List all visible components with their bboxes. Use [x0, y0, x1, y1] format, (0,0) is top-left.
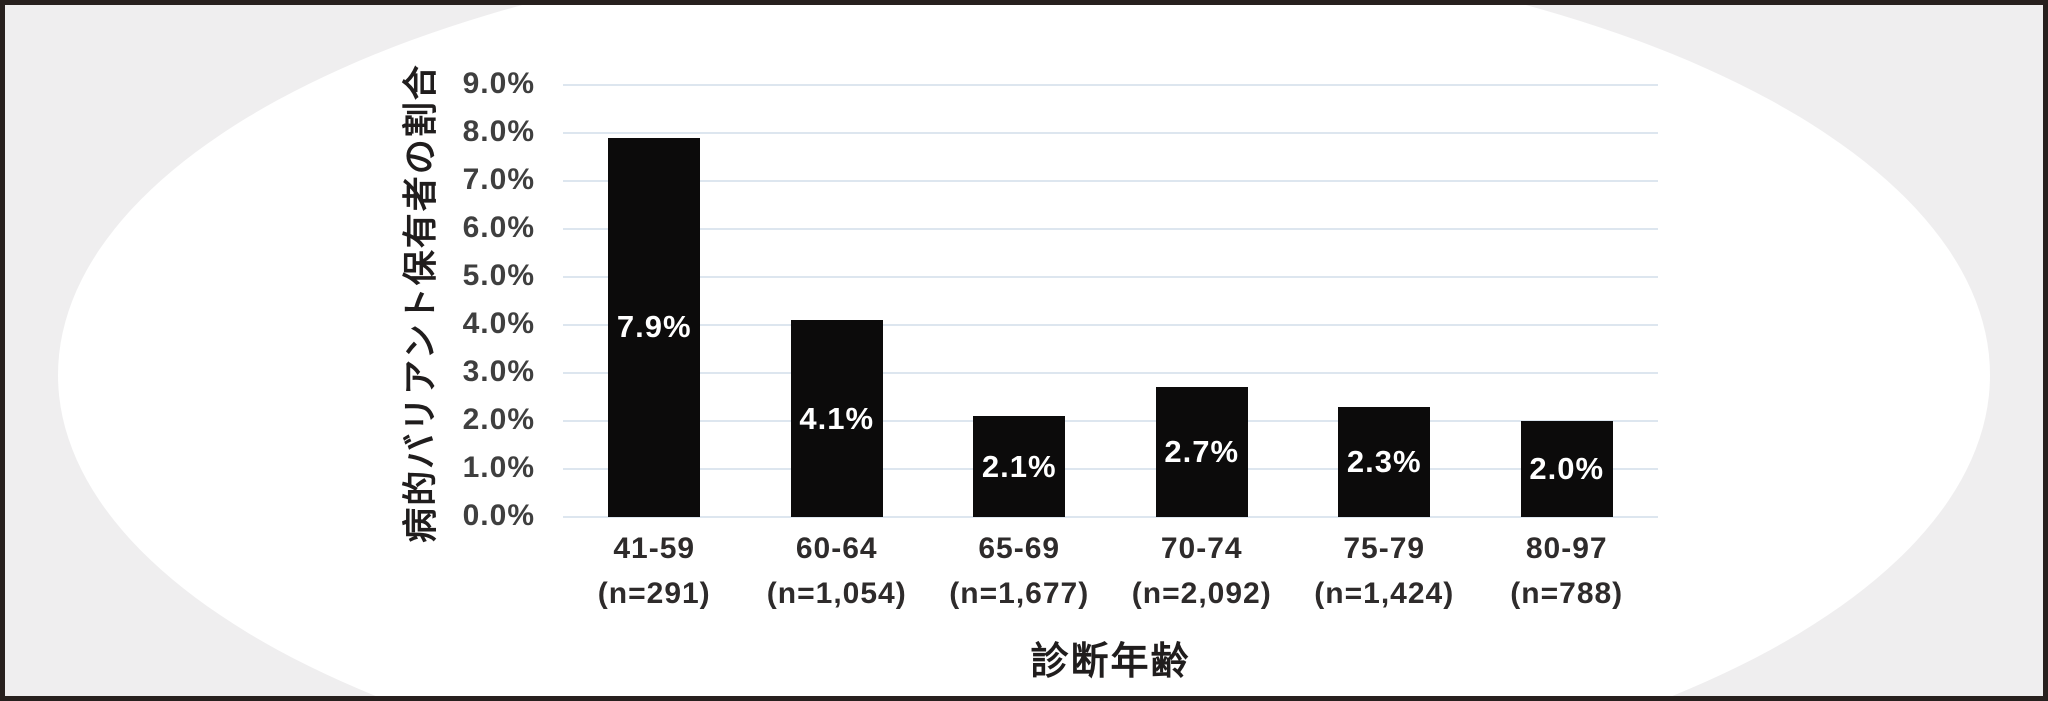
gridline: [563, 132, 1658, 134]
gridline: [563, 324, 1658, 326]
gridline: [563, 276, 1658, 278]
y-axis-title: 病的バリアント保有者の割合: [401, 63, 441, 543]
bar: 2.0%: [1520, 421, 1613, 517]
y-tick-label: 8.0%: [462, 115, 535, 148]
x-axis-title: 診断年齢: [1030, 641, 1191, 683]
x-category: 70-74 (n=2,092): [1111, 532, 1294, 611]
y-tick-label: 1.0%: [462, 451, 535, 484]
x-category-label: 60-64: [795, 532, 878, 565]
bar-value-label: 2.7%: [1164, 434, 1240, 470]
x-category-sublabel: (n=291): [597, 577, 711, 610]
bar: 4.1%: [790, 320, 883, 517]
x-category-sublabel: (n=1,054): [766, 577, 907, 610]
bar-value-label: 7.9%: [616, 309, 692, 345]
x-category-sublabel: (n=2,092): [1131, 577, 1272, 610]
bar: 2.7%: [1155, 387, 1248, 517]
x-category-sublabel: (n=1,677): [949, 577, 1090, 610]
y-tick-label: 2.0%: [462, 403, 535, 436]
y-tick-label: 3.0%: [462, 355, 535, 388]
gridline: [563, 372, 1658, 374]
x-category: 80-97 (n=788): [1476, 532, 1659, 611]
x-category-sublabel: (n=1,424): [1314, 577, 1455, 610]
x-category: 60-64 (n=1,054): [746, 532, 929, 611]
bar: 2.1%: [973, 416, 1066, 517]
y-tick-label: 0.0%: [462, 499, 535, 532]
x-category-label: 75-79: [1343, 532, 1426, 565]
gridline: [563, 228, 1658, 230]
bar-value-label: 4.1%: [799, 400, 875, 436]
x-category-label: 80-97: [1525, 532, 1608, 565]
y-tick-label: 5.0%: [462, 259, 535, 292]
x-category-label: 65-69: [978, 532, 1061, 565]
y-tick-label: 6.0%: [462, 211, 535, 244]
x-category-label: 70-74: [1160, 532, 1243, 565]
background-ellipse: [58, 0, 1990, 701]
gridline: [563, 180, 1658, 182]
bar: 2.3%: [1338, 406, 1431, 517]
bar-value-label: 2.0%: [1529, 451, 1605, 486]
bar-value-label: 2.1%: [981, 448, 1057, 484]
x-category-label: 41-59: [613, 532, 696, 565]
gridline: [563, 420, 1658, 422]
gridline: [563, 468, 1658, 470]
x-category: 65-69 (n=1,677): [928, 532, 1111, 611]
gridline: [563, 516, 1658, 518]
x-category: 75-79 (n=1,424): [1293, 532, 1476, 611]
y-tick-label: 9.0%: [462, 67, 535, 100]
x-category: 41-59 (n=291): [563, 532, 746, 611]
y-tick-label: 7.0%: [462, 163, 535, 196]
bar-value-label: 2.3%: [1346, 443, 1422, 479]
y-tick-label: 4.0%: [462, 307, 535, 340]
bar: 7.9%: [608, 137, 701, 517]
x-category-sublabel: (n=788): [1510, 577, 1624, 610]
gridline: [563, 84, 1658, 86]
